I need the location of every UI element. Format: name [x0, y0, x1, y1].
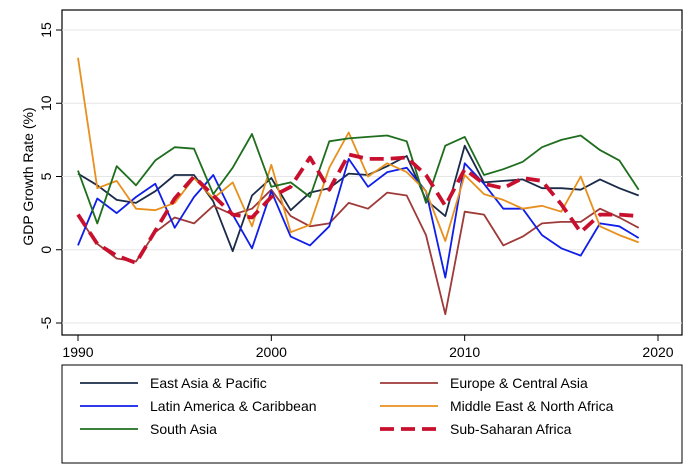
- x-tick-label-2: 2010: [449, 344, 480, 360]
- legend-label-middle-east-north-africa: Middle East & North Africa: [450, 398, 614, 414]
- legend-label-sub-saharan-africa: Sub-Saharan Africa: [450, 421, 572, 437]
- x-tick-label-3: 2020: [642, 344, 673, 360]
- series-line-latin-america-caribbean: [77, 157, 640, 279]
- legend: East Asia & Pacific Europe & Central Asia…: [80, 375, 614, 437]
- gridlines: [62, 29, 682, 324]
- y-tick-label-4: 15: [38, 22, 54, 38]
- y-tick-label-0: -5: [38, 317, 54, 330]
- x-tick-label-1: 2000: [256, 344, 287, 360]
- series-line-sub-saharan-africa: [76, 152, 639, 265]
- axes: -5 0 5 10 15 1990 2000 2010 2020: [38, 22, 674, 360]
- legend-label-south-asia: South Asia: [150, 421, 217, 437]
- legend-label-europe-central-asia: Europe & Central Asia: [450, 375, 588, 391]
- y-tick-label-3: 10: [38, 95, 54, 111]
- legend-label-east-asia-pacific: East Asia & Pacific: [150, 375, 267, 391]
- y-axis-title: GDP Growth Rate (%): [20, 107, 36, 245]
- legend-label-latin-america-caribbean: Latin America & Caribbean: [150, 398, 317, 414]
- series-lines: [76, 57, 640, 316]
- legend-box: [61, 364, 683, 464]
- x-tick-label-0: 1990: [62, 344, 93, 360]
- series-line-south-asia: [77, 133, 640, 225]
- y-tick-label-1: 0: [38, 246, 54, 254]
- y-tick-label-2: 5: [38, 172, 54, 180]
